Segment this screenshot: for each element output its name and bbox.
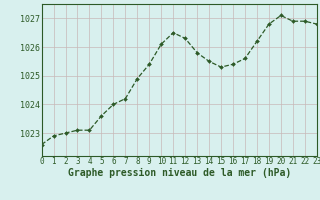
- X-axis label: Graphe pression niveau de la mer (hPa): Graphe pression niveau de la mer (hPa): [68, 168, 291, 178]
